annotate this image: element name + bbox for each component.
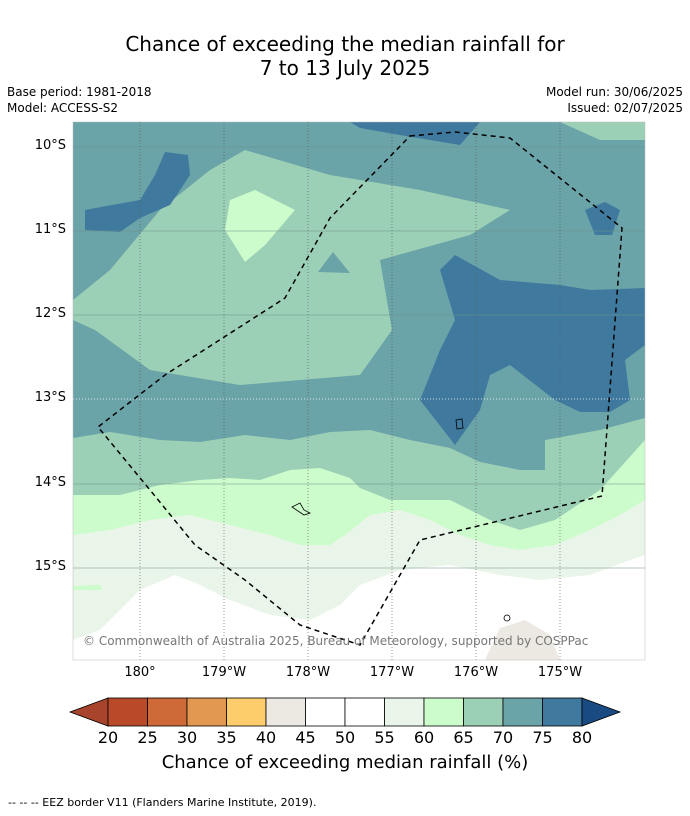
- model-run: Model run: 30/06/2025: [545, 85, 683, 99]
- lat-label: 10°S: [34, 138, 66, 153]
- base-period: Base period: 1981-2018: [7, 85, 152, 99]
- lon-label: 176°W: [453, 665, 499, 680]
- lon-label: 179°W: [201, 665, 247, 680]
- colorbar-tick-label: 70: [492, 728, 514, 747]
- colorbar-tick-label: 60: [413, 728, 435, 747]
- colorbar-cell: [423, 697, 464, 727]
- lat-label: 11°S: [34, 222, 66, 237]
- copyright: © Commonwealth of Australia 2025, Bureau…: [83, 634, 589, 648]
- colorbar-tick-label: 35: [216, 728, 237, 747]
- colorbar-cell: [265, 697, 306, 727]
- colorbar-cell: [186, 697, 227, 727]
- colorbar-arrow-high: [581, 697, 622, 727]
- colorbar-tick-label: 50: [334, 728, 356, 747]
- colorbar-cell: [502, 697, 543, 727]
- footer-note: -- -- -- EEZ border V11 (Flanders Marine…: [8, 796, 317, 809]
- lat-label: 13°S: [34, 390, 66, 405]
- colorbar-tick-label: 75: [532, 728, 553, 747]
- lon-label: 180°: [124, 665, 156, 680]
- colorbar-cell: [384, 697, 425, 727]
- colorbar-cell: [344, 697, 385, 727]
- colorbar-title: Chance of exceeding median rainfall (%): [161, 752, 529, 773]
- eez-border: [96, 131, 623, 646]
- chart-title-line2: 7 to 13 July 2025: [259, 56, 431, 80]
- lat-label: 14°S: [34, 475, 66, 490]
- colorbar-tick-label: 20: [97, 728, 119, 747]
- chart-title-line1: Chance of exceeding the median rainfall …: [125, 32, 565, 56]
- colorbar-cell: [147, 697, 188, 727]
- colorbar: [68, 697, 622, 727]
- colorbar-tick-label: 80: [571, 728, 593, 747]
- lon-label: 175°W: [537, 665, 583, 680]
- colorbar-cell: [107, 697, 148, 727]
- model-name: Model: ACCESS-S2: [7, 101, 119, 115]
- colorbar-tick-label: 55: [374, 728, 395, 747]
- map-contours: [73, 122, 645, 660]
- colorbar-tick-label: 30: [176, 728, 198, 747]
- colorbar-arrow-low: [68, 697, 109, 727]
- colorbar-tick-label: 65: [453, 728, 474, 747]
- colorbar-cell: [463, 697, 504, 727]
- issued-date: Issued: 02/07/2025: [567, 101, 683, 115]
- colorbar-cell: [226, 697, 267, 727]
- lat-label: 15°S: [34, 559, 66, 574]
- colorbar-tick-label: 40: [255, 728, 277, 747]
- lon-label: 177°W: [369, 665, 415, 680]
- colorbar-cell: [305, 697, 346, 727]
- lon-label: 178°W: [285, 665, 331, 680]
- lat-label: 12°S: [34, 306, 66, 321]
- colorbar-tick-label: 45: [295, 728, 316, 747]
- colorbar-cell: [542, 697, 583, 727]
- colorbar-tick-label: 25: [137, 728, 158, 747]
